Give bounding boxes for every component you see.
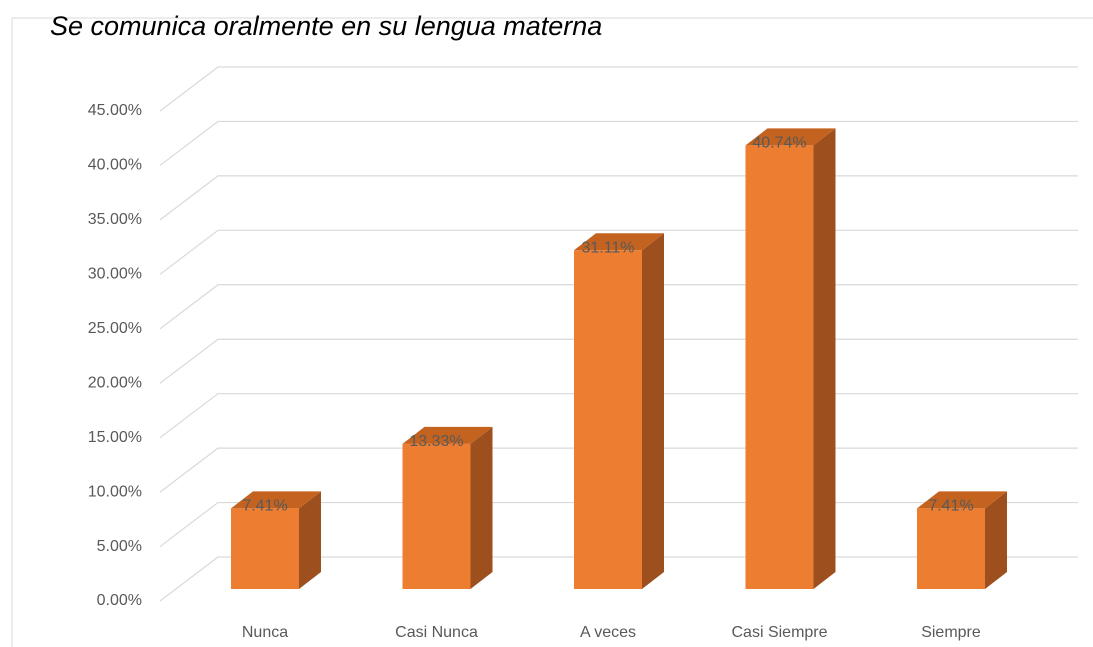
x-tick-label: A veces	[580, 624, 636, 641]
chart-title: Se comunica oralmente en su lengua mater…	[50, 11, 602, 41]
bar	[402, 426, 493, 589]
frame	[11, 17, 1093, 647]
bar-top	[745, 128, 836, 146]
bar-side	[642, 233, 664, 589]
grid-line	[159, 175, 1078, 221]
bar-side	[985, 491, 1007, 589]
bar-front	[231, 508, 299, 589]
y-tick-label: 40.00%	[88, 157, 142, 174]
bar-side	[470, 426, 493, 589]
bar-top	[402, 426, 493, 444]
bar	[917, 491, 1007, 589]
y-tick-label: 15.00%	[88, 429, 142, 446]
x-tick-label: Casi Nunca	[395, 624, 478, 641]
y-tick-label: 20.00%	[88, 374, 142, 391]
grid-line	[159, 66, 1078, 112]
bar	[745, 128, 836, 590]
data-label: 7.41%	[928, 498, 973, 515]
y-tick-label: 35.00%	[88, 211, 142, 228]
bar-front	[745, 145, 814, 590]
data-label: 7.41%	[242, 498, 287, 515]
y-tick-label: 0.00%	[97, 592, 142, 609]
bar	[231, 491, 321, 589]
x-tick-label: Nunca	[242, 624, 288, 641]
y-tick-label: 45.00%	[88, 102, 142, 119]
data-label: 13.33%	[409, 433, 463, 450]
y-tick-label: 30.00%	[88, 266, 142, 283]
x-tick-label: Siempre	[921, 624, 981, 641]
grid-line	[159, 120, 1078, 166]
bar-front	[917, 508, 985, 589]
bar-front	[574, 250, 642, 589]
data-label: 40.74%	[752, 135, 806, 152]
bar-side	[813, 128, 836, 590]
x-tick-label: Casi Siempre	[731, 624, 827, 641]
bar-top	[917, 491, 1007, 509]
bar-side	[299, 491, 321, 589]
data-label: 31.11%	[581, 239, 634, 256]
bar	[574, 233, 664, 589]
y-tick-label: 5.00%	[97, 538, 142, 555]
y-tick-label: 10.00%	[88, 483, 142, 500]
bar-front	[402, 443, 471, 589]
y-tick-label: 25.00%	[88, 320, 142, 337]
bar-top	[231, 491, 321, 509]
bar-top	[574, 233, 664, 251]
